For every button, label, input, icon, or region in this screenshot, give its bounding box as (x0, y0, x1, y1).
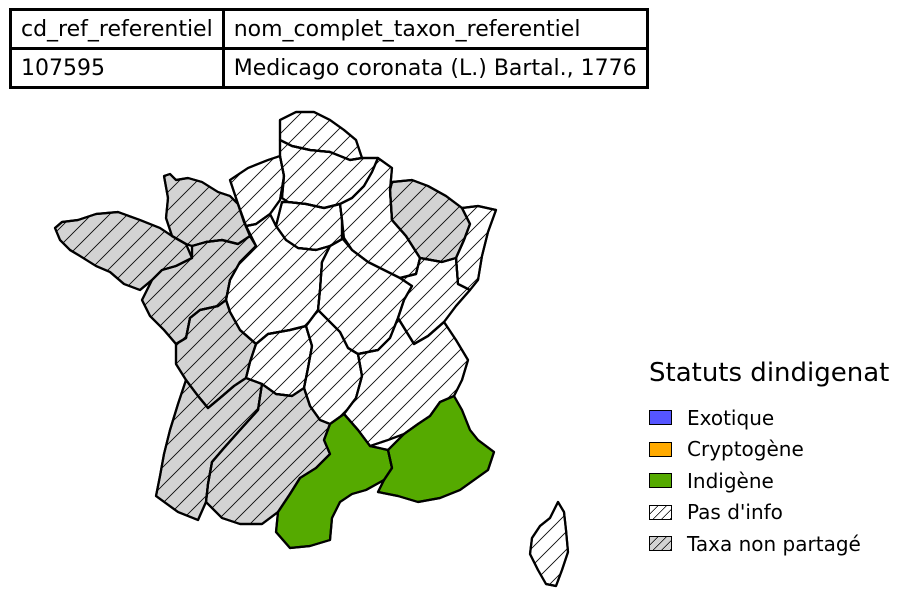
legend-item-taxa-non-partage: Taxa non partagé (649, 528, 897, 560)
region-hatch-overlay (344, 318, 468, 446)
region-hatch-overlay (530, 502, 568, 586)
legend: Statuts dindigenat Exotique Cryptogène I… (649, 356, 897, 560)
legend-swatch (649, 504, 672, 520)
legend-swatch (649, 536, 672, 552)
legend-swatch (649, 473, 672, 489)
region-border (454, 204, 498, 292)
region-border (228, 154, 286, 228)
region-hatch-overlay (206, 384, 330, 524)
legend-swatch (649, 410, 672, 426)
legend-item-cryptogene: Cryptogène (649, 434, 897, 466)
legend-label: Taxa non partagé (687, 531, 861, 556)
cell-nom-complet: Medicago coronata (L.) Bartal., 1776 (221, 47, 649, 89)
region-hatch-overlay (156, 378, 262, 520)
region-hatch-overlay (246, 326, 312, 396)
region-border (528, 500, 570, 588)
legend-label: Cryptogène (687, 437, 804, 462)
region-hatch-overlay (398, 258, 470, 344)
table-header-row: cd_ref_referentiel nom_complet_taxon_ref… (9, 8, 649, 50)
region-hatch-overlay (340, 158, 420, 278)
legend-item-indigene: Indigène (649, 465, 897, 497)
legend-label: Exotique (687, 405, 775, 430)
legend-swatch (649, 441, 672, 457)
region-border (274, 412, 394, 550)
region-hatch-overlay (280, 140, 378, 208)
region-border (396, 256, 472, 346)
map-svg (53, 110, 570, 588)
legend-title: Statuts dindigenat (649, 358, 890, 388)
header-cd-ref: cd_ref_referentiel (9, 8, 225, 50)
region-hatch-overlay (226, 214, 330, 344)
legend-label: Pas d'info (687, 500, 783, 525)
taxon-info-table: cd_ref_referentiel nom_complet_taxon_ref… (9, 8, 649, 89)
region-hatch-overlay (304, 310, 362, 424)
region-hatch-overlay (142, 236, 256, 344)
legend-item-pas-d-info: Pas d'info (649, 497, 897, 529)
region-hatch-overlay (456, 206, 496, 290)
table-row: 107595 Medicago coronata (L.) Bartal., 1… (9, 47, 649, 89)
france-region-map (0, 100, 640, 590)
region-hatch-overlay (280, 112, 362, 160)
region-hatch-overlay (176, 300, 256, 408)
region-hatch-overlay (276, 202, 344, 250)
header-nom-complet: nom_complet_taxon_referentiel (221, 8, 649, 50)
region-hatch-overlay (55, 212, 192, 290)
region-hatch-overlay (230, 156, 284, 226)
cell-cd-ref: 107595 (9, 47, 225, 89)
region-hatch-overlay (164, 174, 250, 246)
region-hatch-overlay (318, 238, 412, 354)
legend-item-exotique: Exotique (649, 402, 897, 434)
legend-label: Indigène (687, 468, 774, 493)
region-border (376, 394, 496, 504)
